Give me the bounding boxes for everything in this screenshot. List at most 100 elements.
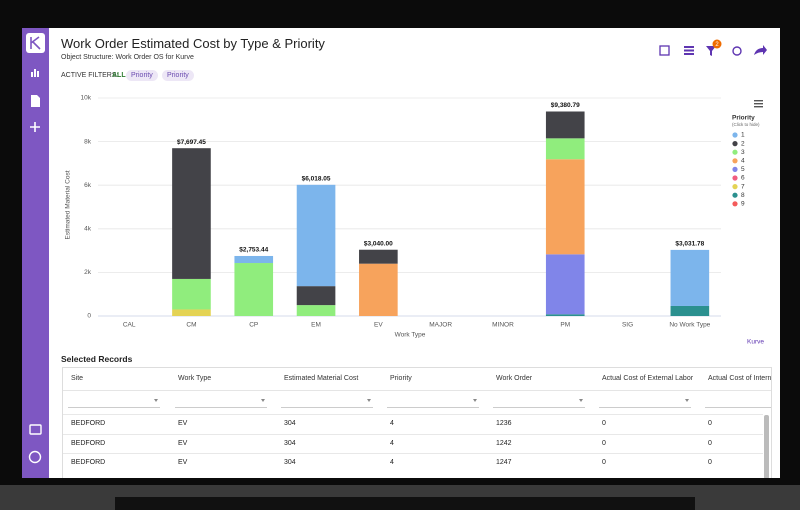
legend-swatch: [732, 184, 738, 190]
bar-segment: [234, 255, 274, 264]
bar-segment: [670, 305, 710, 316]
x-tick-label: No Work Type: [669, 322, 710, 329]
title: Work Order Estimated Cost by Type & Prio…: [61, 36, 325, 51]
filter-icon[interactable]: [706, 46, 716, 56]
bar-segment: [296, 305, 336, 316]
x-axis-label: Work Type: [395, 332, 426, 339]
legend-swatch: [732, 201, 738, 207]
legend-label[interactable]: 6: [741, 175, 745, 182]
table-title: Selected Records: [61, 354, 133, 364]
legend-label[interactable]: 3: [741, 149, 745, 156]
refresh-icon[interactable]: [732, 46, 742, 56]
x-tick-label: EM: [311, 322, 321, 329]
card-icon[interactable]: [29, 424, 42, 435]
help-icon[interactable]: [28, 450, 42, 464]
filter-arrow[interactable]: [367, 399, 371, 402]
total-label: $3,031.78: [675, 241, 704, 248]
legend-swatch: [732, 158, 738, 164]
column-header: Work Type: [178, 375, 212, 382]
x-tick-label: SIG: [622, 322, 633, 329]
bar-segment: [545, 159, 585, 255]
total-label: $6,018.05: [302, 176, 331, 183]
filter-arrow[interactable]: [154, 399, 158, 402]
legend-swatch: [732, 192, 738, 198]
scrollbar[interactable]: [764, 415, 769, 478]
filter-arrow[interactable]: [473, 399, 477, 402]
column-header: Actual Cost of Interna: [708, 375, 772, 382]
list-icon[interactable]: [684, 46, 694, 55]
subtitle: Object Structure: Work Order OS for Kurv…: [61, 54, 194, 61]
table-cell: 0: [602, 459, 606, 466]
add-icon[interactable]: [30, 122, 40, 132]
bar-segment: [172, 278, 211, 310]
x-tick-label: PM: [560, 322, 570, 329]
share-icon[interactable]: [754, 45, 767, 55]
legend-title: Priority: [732, 115, 755, 122]
filter-input[interactable]: [387, 395, 479, 408]
filter-input[interactable]: [68, 395, 160, 408]
y-tick-label: 8k: [84, 138, 92, 145]
table: Site Work Type Estimated Material Cost Prio…: [62, 367, 772, 478]
table-cell: 4: [390, 459, 394, 466]
filter-chip[interactable]: Priority: [162, 70, 194, 81]
legend-label[interactable]: 8: [741, 192, 745, 199]
doc-icon[interactable]: [31, 95, 40, 107]
table-cell: 0: [602, 420, 606, 427]
bar-segment: [359, 263, 398, 316]
chart-icon[interactable]: [31, 69, 39, 77]
filter-badge: 2: [715, 42, 719, 48]
filter-input[interactable]: [281, 395, 373, 408]
table-cell: 4: [390, 439, 394, 447]
filter-arrow[interactable]: [579, 399, 583, 402]
menu-icon[interactable]: [754, 100, 763, 108]
table-cell: 4: [390, 420, 394, 427]
header-row: [63, 368, 771, 391]
filter-input[interactable]: [705, 395, 771, 408]
table-cell: BEDFORD: [71, 439, 106, 447]
legend-label[interactable]: 9: [741, 201, 745, 208]
legend-label[interactable]: 2: [741, 140, 745, 147]
table-cell: 304: [284, 439, 296, 447]
table-cell: 0: [708, 439, 712, 447]
bar-segment: [545, 138, 585, 160]
bar-segment: [670, 249, 710, 306]
bar-segment: [359, 249, 398, 264]
legend-label[interactable]: 5: [741, 166, 745, 173]
sidebar: [22, 28, 49, 478]
filters-all[interactable]: ALL: [112, 72, 126, 79]
legend-swatch: [732, 149, 738, 155]
filter-input[interactable]: [493, 395, 585, 408]
column-header: Priority: [390, 375, 412, 382]
bar-segment: [545, 254, 585, 315]
bar-segment: [545, 111, 585, 139]
filter-chip[interactable]: Priority: [126, 70, 158, 81]
column-header: Estimated Material Cost: [284, 375, 359, 382]
bar-segment: [545, 314, 585, 316]
x-tick-label: CAL: [123, 322, 136, 329]
filter-input[interactable]: [599, 395, 691, 408]
legend-swatch: [732, 132, 738, 138]
filter-arrow[interactable]: [685, 399, 689, 402]
total-label: $9,380.79: [551, 102, 580, 109]
filter-arrow[interactable]: [261, 399, 265, 402]
filters-label: ACTIVE FILTERS:: [61, 72, 119, 79]
credit[interactable]: Kurve: [747, 339, 764, 346]
total-label: $2,753.44: [239, 247, 268, 254]
bar-segment: [296, 184, 336, 287]
filter-input[interactable]: [175, 395, 267, 408]
taskbar-strip: [115, 497, 695, 510]
legend-label[interactable]: 1: [741, 132, 745, 139]
table-cell: 0: [708, 420, 712, 427]
column-header: Site: [71, 375, 84, 382]
table-cell: 1247: [496, 459, 512, 466]
app-window: Work Order Estimated Cost by Type & Prio…: [22, 28, 780, 478]
total-label: $7,697.45: [177, 139, 206, 146]
legend-label[interactable]: 4: [741, 158, 745, 165]
edit-icon[interactable]: [659, 45, 670, 56]
table-cell: 304: [284, 420, 296, 427]
legend-swatch: [732, 141, 738, 147]
legend-label[interactable]: 7: [741, 183, 745, 190]
bar-segment: [296, 286, 336, 306]
x-tick-label: CP: [249, 322, 258, 329]
